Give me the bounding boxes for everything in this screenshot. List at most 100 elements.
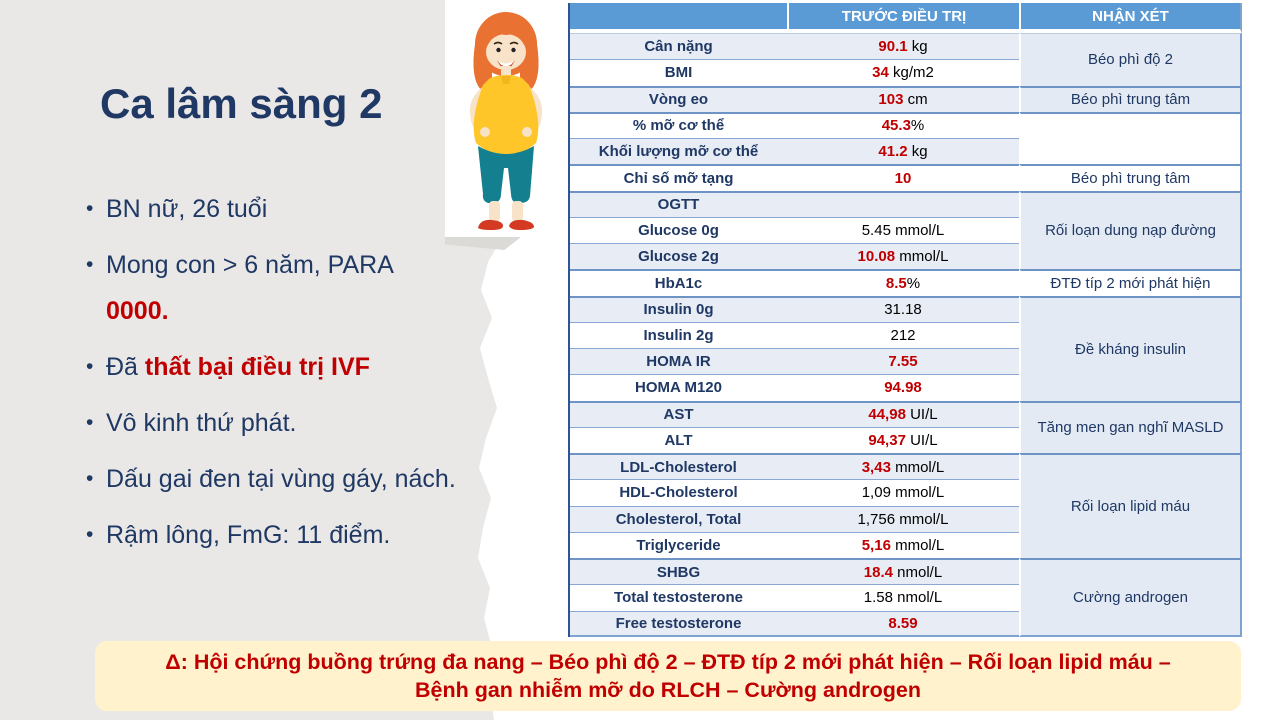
comment-cell: Béo phì độ 2 [1019,33,1242,86]
table-row: Glucose 0g 5.45 mmol/L [570,216,1242,243]
comment-cell [1019,111,1242,165]
param-value: 5.45 mmol/L [787,216,1019,243]
param-label: Glucose 0g [570,216,787,243]
param-label: HOMA M120 [570,374,787,401]
table-row: SHBG 18.4 nmol/L Cường androgen [570,558,1242,637]
bullet-item: Vô kinh thứ phát. [84,400,536,446]
param-label: Free testosterone [570,610,787,637]
comment-cell: Béo phì trung tâm [1019,164,1242,191]
param-value: 8.59 [787,610,1019,637]
header-before-treatment: TRƯỚC ĐIỀU TRỊ [787,3,1019,33]
table-row: OGTT Rối loạn dung nạp đường [570,190,1242,270]
param-label: Insulin 0g [570,295,787,322]
results-table-body: Cân nặng 90.1 kg Béo phì độ 2 BMI 34 kg/m2 Vò… [570,33,1242,637]
bullet-text: BN nữ, 26 tuổi [106,195,268,223]
diagnosis-line-2: Bệnh gan nhiễm mỡ do RLCH – Cường androg… [414,678,921,702]
bullet-item: Đã thất bại điều trị IVF [84,344,536,390]
bullet-text: Dấu gai đen tại vùng gáy, nách. [106,465,456,493]
table-row: Vòng eo 103 cm Béo phì trung tâm [570,85,1242,112]
table-row: Insulin 0g 31.18 Đề kháng insulin [570,295,1242,401]
param-value: 34 kg/m2 [787,59,1019,86]
table-row: HDL-Cholesterol 1,09 mmol/L [570,479,1242,506]
param-value: 1,756 mmol/L [787,505,1019,532]
param-value: 45.3% [787,111,1019,138]
comment-cell: Béo phì trung tâm [1019,85,1242,112]
bullet-item: BN nữ, 26 tuổi [84,186,536,232]
param-label: HOMA IR [570,348,787,375]
comment-cell: Cường androgen [1019,558,1242,637]
table-row: BMI 34 kg/m2 [570,59,1242,86]
page-title: Ca lâm sàng 2 [100,80,383,127]
table-row: Triglyceride 5,16 mmol/L [570,531,1242,558]
table-row: Cholesterol, Total 1,756 mmol/L [570,505,1242,532]
param-value: 7.55 [787,348,1019,375]
param-value: 44,98 UI/L [787,400,1019,427]
param-value: 41.2 kg [787,138,1019,165]
param-label: LDL-Cholesterol [570,453,787,480]
param-value: 3,43 mmol/L [787,453,1019,480]
param-label: SHBG [570,558,787,585]
param-label: Khối lượng mỡ cơ thể [570,138,787,165]
bullet-text: thất bại điều trị IVF [144,353,370,381]
table-row: % mỡ cơ thể 45.3% [570,111,1242,165]
bullet-list: BN nữ, 26 tuổi Mong con > 6 năm, PARA 000… [84,186,536,568]
param-value: 90.1 kg [787,33,1019,60]
table-row: HOMA IR 7.55 [570,348,1242,375]
param-value: 18.4 nmol/L [787,558,1019,585]
param-label: OGTT [570,190,787,217]
comment-cell: Rối loạn lipid máu [1019,453,1242,558]
comment-cell: Rối loạn dung nạp đường [1019,190,1242,270]
bullet-text: Vô kinh thứ phát. [106,409,297,437]
results-table: TRƯỚC ĐIỀU TRỊ NHẬN XÉT Cân nặng 90.1 kg B… [568,3,1242,637]
patient-illustration [445,0,568,237]
table-header-row: TRƯỚC ĐIỀU TRỊ NHẬN XÉT [570,3,1242,33]
param-label: Chỉ số mỡ tạng [570,164,787,191]
param-value: 212 [787,321,1019,348]
bullet-text: Đã [106,353,145,381]
comment-cell: Tăng men gan nghĩ MASLD [1019,400,1242,453]
table-row: HOMA M120 94.98 [570,374,1242,401]
table-row: HbA1c 8.5% ĐTĐ típ 2 mới phát hiện [570,269,1242,296]
param-label: Insulin 2g [570,321,787,348]
table-row: Chỉ số mỡ tạng 10 Béo phì trung tâm [570,164,1242,191]
param-label: Vòng eo [570,85,787,112]
comment-cell: Đề kháng insulin [1019,295,1242,401]
param-value: 94,37 UI/L [787,426,1019,453]
param-label: ALT [570,426,787,453]
param-value: 103 cm [787,85,1019,112]
table-row: AST 44,98 UI/L Tăng men gan nghĩ MASLD [570,400,1242,453]
bullet-text: Mong con > 6 năm, PARA [106,251,394,279]
bullet-item: Mong con > 6 năm, PARA 0000. [84,242,536,334]
param-value: 10 [787,164,1019,191]
param-label: HDL-Cholesterol [570,479,787,506]
diagnosis-line-1: Δ: Hội chứng buồng trứng đa nang – Béo p… [165,650,1171,674]
table-row: Glucose 2g 10.08 mmol/L [570,243,1242,270]
overweight-woman-icon [469,12,543,230]
bullet-text: Rậm lông, FmG: 11 điểm. [106,521,391,549]
param-value: 31.18 [787,295,1019,322]
param-label: Total testosterone [570,584,787,611]
param-label: BMI [570,59,787,86]
table-row: LDL-Cholesterol 3,43 mmol/L Rối loạn lipid… [570,453,1242,558]
param-value: 1,09 mmol/L [787,479,1019,506]
table-row: Insulin 2g 212 [570,321,1242,348]
table-row: Total testosterone 1.58 nmol/L [570,584,1242,611]
param-label: HbA1c [570,269,787,296]
bullet-item: Rậm lông, FmG: 11 điểm. [84,512,536,558]
param-value: 5,16 mmol/L [787,531,1019,558]
table-row: Cân nặng 90.1 kg Béo phì độ 2 [570,33,1242,86]
bullet-text: 0000. [106,297,169,325]
header-param [570,3,787,33]
param-label: AST [570,400,787,427]
comment-cell: ĐTĐ típ 2 mới phát hiện [1019,269,1242,296]
param-label: Cân nặng [570,33,787,60]
table-row: Khối lượng mỡ cơ thể 41.2 kg [570,138,1242,165]
bullet-item: Dấu gai đen tại vùng gáy, nách. [84,456,536,502]
param-value: 1.58 nmol/L [787,584,1019,611]
param-value: 8.5% [787,269,1019,296]
header-comment: NHẬN XÉT [1019,3,1242,33]
table-row: ALT 94,37 UI/L [570,426,1242,453]
param-label: Glucose 2g [570,243,787,270]
param-label: % mỡ cơ thể [570,111,787,138]
